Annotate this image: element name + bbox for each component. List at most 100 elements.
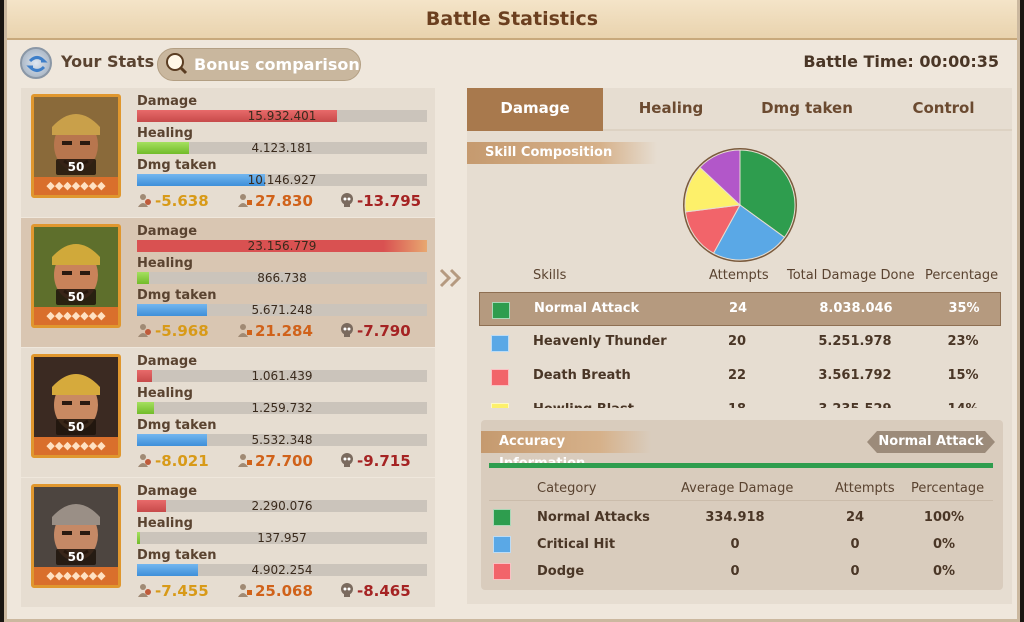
hero-level: 50: [56, 289, 96, 305]
healing-label: Healing: [137, 126, 193, 141]
skill-color-swatch: [491, 403, 509, 408]
dmg-taken-bar-fill: [137, 304, 207, 316]
swap-icon[interactable]: [20, 47, 52, 79]
stat-a: -5.638: [137, 192, 209, 210]
healing-bar-fill: [137, 142, 190, 154]
hero-row[interactable]: 50 ◆◆◆◆◆◆◆ Damage 15.932.401 Healing 4.1…: [21, 88, 435, 217]
accuracy-percentage: 100%: [923, 510, 965, 525]
bonus-comparison-button[interactable]: Bonus comparison: [157, 48, 361, 81]
skill-attempts: 18: [717, 402, 757, 408]
stat-b: 27.700: [237, 452, 313, 470]
dmg-taken-bar: 10.146.927: [137, 174, 427, 186]
accuracy-row: Critical Hit 0 0 0%: [489, 531, 993, 557]
skill-name: Normal Attack: [534, 301, 640, 316]
skill-percentage: 14%: [933, 402, 993, 408]
healing-value: 137.957: [257, 531, 307, 545]
stat-b: 27.830: [237, 192, 313, 210]
healing-bar-fill: [137, 402, 155, 414]
battle-time: Battle Time: 00:00:35: [803, 52, 999, 71]
healing-stat: Healing 4.123.181: [137, 127, 427, 154]
accuracy-category: Critical Hit: [537, 537, 616, 552]
hero-row[interactable]: 50 ◆◆◆◆◆◆◆ Damage 2.290.076 Healing 137.…: [21, 478, 435, 607]
skill-row[interactable]: Normal Attack 24 8.038.046 35%: [479, 292, 1001, 326]
dmg-taken-value: 5.532.348: [251, 433, 313, 447]
skill-attempts: 24: [728, 301, 748, 316]
healing-label: Healing: [137, 256, 193, 271]
selected-skill-tag[interactable]: Normal Attack: [867, 431, 995, 453]
skill-row[interactable]: Heavenly Thunder 20 5.251.978 23%: [479, 326, 1001, 360]
tab-healing[interactable]: Healing: [638, 99, 704, 117]
skill-row[interactable]: Death Breath 22 3.561.792 15%: [479, 360, 1001, 394]
skill-attempts: 22: [727, 368, 747, 383]
wounded-icon: [237, 452, 253, 468]
dmg-taken-bar-fill: [137, 434, 207, 446]
hero-level: 50: [56, 549, 96, 565]
stat-c: -8.465: [339, 582, 411, 600]
skill-name: Death Breath: [533, 368, 631, 383]
hero-portrait[interactable]: 50 ◆◆◆◆◆◆◆: [31, 94, 121, 198]
accuracy-category: Dodge: [537, 564, 585, 579]
accuracy-panel: Accuracy Information Normal Attack Categ…: [481, 420, 1003, 590]
stat-c-value: -8.465: [357, 582, 411, 600]
dmg-taken-bar-fill: [137, 174, 265, 186]
damage-value: 1.061.439: [251, 369, 313, 383]
healing-value: 1.259.732: [251, 401, 313, 415]
tab-damage[interactable]: Damage: [467, 88, 603, 131]
tab-dmg-taken[interactable]: Dmg taken: [761, 99, 853, 117]
damage-label: Damage: [137, 94, 198, 109]
dmg-taken-value: 10.146.927: [247, 173, 317, 187]
accuracy-percentage: 0%: [932, 564, 956, 579]
skill-row[interactable]: Howling Blast 18 3.235.529 14%: [479, 394, 1001, 408]
accuracy-attempts: 24: [845, 510, 865, 525]
pie-slice: [712, 204, 786, 261]
damage-bar-fill: [137, 500, 166, 512]
damage-bar: 23.156.779: [137, 240, 427, 252]
skull-icon: [339, 452, 355, 468]
pie-slice: [699, 149, 741, 207]
hero-portrait[interactable]: 50 ◆◆◆◆◆◆◆: [31, 354, 121, 458]
healing-stat: Healing 866.738: [137, 257, 427, 284]
your-stats-label: Your Stats: [61, 52, 155, 71]
damage-stat: Damage 15.932.401: [137, 95, 427, 122]
healing-value: 4.123.181: [251, 141, 313, 155]
stat-c: -9.715: [339, 452, 411, 470]
stat-b: 21.284: [237, 322, 313, 340]
acc-col-percentage: Percentage: [911, 481, 985, 496]
skill-list[interactable]: Normal Attack 24 8.038.046 35% Heavenly …: [467, 284, 1012, 408]
damage-value: 2.290.076: [251, 499, 313, 513]
hero-portrait[interactable]: 50 ◆◆◆◆◆◆◆: [31, 224, 121, 328]
healing-bar-fill: [137, 272, 149, 284]
accuracy-average-damage: 0: [730, 537, 740, 552]
dmg-taken-label: Dmg taken: [137, 288, 217, 303]
healing-bar: 1.259.732: [137, 402, 427, 414]
damage-bar-fill: [137, 110, 338, 122]
accuracy-color-swatch: [493, 563, 511, 580]
hero-stars: ◆◆◆◆◆◆◆: [34, 177, 118, 195]
pie-slice: [684, 204, 741, 254]
healing-stat: Healing 1.259.732: [137, 387, 427, 414]
accuracy-color-swatch: [493, 536, 511, 553]
hero-portrait[interactable]: 50 ◆◆◆◆◆◆◆: [31, 484, 121, 588]
damage-value: 15.932.401: [247, 109, 317, 123]
damage-label: Damage: [137, 354, 198, 369]
skill-color-swatch: [492, 302, 510, 319]
pie-slice: [739, 149, 796, 239]
stat-a-value: -7.455: [155, 582, 209, 600]
hero-extra-stats: -5.638 27.830 -13.795: [137, 192, 427, 210]
window-title: Battle Statistics: [7, 0, 1017, 40]
skill-composition-header: Skill Composition: [467, 142, 657, 164]
skill-attempts: 20: [727, 334, 747, 349]
stat-a-value: -5.638: [155, 192, 209, 210]
dmg-taken-stat: Dmg taken 5.671.248: [137, 289, 427, 316]
damage-bar: 1.061.439: [137, 370, 427, 382]
stat-a: -8.021: [137, 452, 209, 470]
hero-list: 50 ◆◆◆◆◆◆◆ Damage 15.932.401 Healing 4.1…: [21, 88, 435, 608]
healing-bar-fill: [137, 532, 140, 544]
troop-icon: [137, 452, 153, 468]
hero-row[interactable]: 50 ◆◆◆◆◆◆◆ Damage 23.156.779 Healing 866…: [21, 218, 435, 347]
damage-bar-fill: [137, 370, 152, 382]
dmg-taken-bar: 5.532.348: [137, 434, 427, 446]
hero-row[interactable]: 50 ◆◆◆◆◆◆◆ Damage 1.061.439 Healing 1.25…: [21, 348, 435, 477]
tab-control[interactable]: Control: [912, 99, 975, 117]
accuracy-color-swatch: [493, 509, 511, 526]
